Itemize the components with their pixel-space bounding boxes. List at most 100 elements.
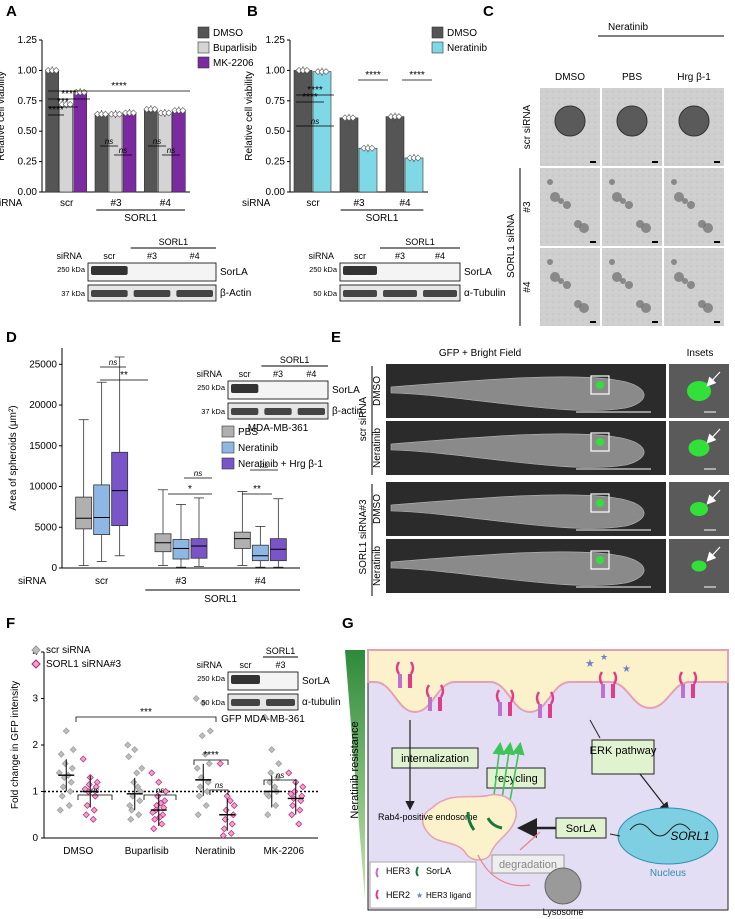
data-point — [267, 769, 275, 777]
blot-lane-label: #3 — [395, 251, 405, 261]
sig-label: ns — [260, 461, 268, 470]
data-point — [79, 755, 87, 763]
legend-swatch — [431, 41, 444, 54]
legend-label: Neratinib + Hrg β-1 — [238, 459, 323, 470]
bar — [45, 70, 59, 193]
sig-label: ns — [311, 117, 319, 126]
legend-her3: HER3 — [386, 866, 410, 876]
cell-cluster — [682, 198, 688, 204]
endosome — [422, 793, 517, 861]
inset-box — [590, 493, 610, 513]
panel-letter-e: E — [331, 329, 341, 346]
column-label: Hrg β-1 — [677, 72, 711, 83]
gfp-signal — [596, 381, 604, 389]
x-tick-label: Neratinib — [195, 846, 235, 857]
data-point — [66, 788, 74, 795]
data-point — [136, 797, 144, 805]
bar — [144, 109, 158, 193]
data-point — [192, 695, 200, 702]
inset-arrow — [706, 489, 721, 505]
blot-band — [231, 408, 259, 415]
panel-d-blot: siRNA scr #3 #4 SORL1 250 kDa 37 kDa SorLA β-act… — [196, 355, 362, 434]
sig-bracket — [75, 716, 217, 722]
legend-swatch — [221, 441, 235, 454]
y-tick-label: 1.25 — [18, 35, 38, 46]
cell-cluster — [558, 278, 564, 284]
legend-label: SORL1 siRNA#3 — [46, 659, 121, 670]
cell-cluster — [612, 192, 622, 202]
x-tick-label: MK-2206 — [263, 846, 304, 857]
data-point — [179, 107, 187, 114]
inset-arrow — [706, 371, 721, 387]
data-point — [125, 753, 133, 761]
box — [111, 451, 129, 527]
legend-her2: HER2 — [386, 890, 410, 900]
column-label: PBS — [622, 72, 642, 83]
row-label: Neratinib — [372, 428, 383, 468]
blot-kda-bottom: 37 kDa — [61, 289, 86, 298]
svg-text:★: ★ — [416, 891, 423, 900]
cell-cluster — [609, 179, 615, 185]
data-point — [69, 746, 77, 754]
data-point — [202, 801, 210, 809]
inset-box — [590, 375, 610, 395]
data-point — [59, 783, 67, 791]
panel-letter-f: F — [6, 615, 15, 632]
cell-cluster — [547, 259, 553, 265]
blot-lane-label: #4 — [306, 369, 316, 379]
blot-band — [383, 290, 417, 297]
gfp-signal — [596, 499, 604, 507]
y-axis-label: Relative cell viability — [244, 71, 255, 160]
blot-band — [264, 408, 292, 415]
sig-bracket — [77, 794, 113, 800]
box — [233, 531, 251, 549]
data-point — [82, 811, 90, 819]
fish-body — [390, 433, 645, 468]
data-point — [130, 109, 137, 117]
blot-kda-bottom: 50 kDa — [313, 289, 338, 298]
spheroid — [554, 105, 586, 137]
blot-band — [297, 408, 325, 415]
data-point — [230, 801, 238, 809]
cell-cluster — [636, 300, 644, 308]
data-point — [130, 778, 138, 786]
y-axis-label: Relative cell viability — [0, 71, 7, 160]
blot-band — [343, 290, 377, 297]
fish-body — [390, 551, 645, 586]
cell-cluster — [682, 278, 688, 284]
x-tick-label: Buparlisib — [125, 846, 169, 857]
group-label: scr siRNA — [358, 396, 369, 441]
blot-band — [133, 290, 171, 297]
spheroid — [678, 105, 710, 137]
degradation-label: degradation — [499, 859, 557, 871]
data-point — [155, 778, 163, 786]
x-tick-label: #3 — [353, 198, 365, 209]
data-point — [275, 760, 283, 768]
blot-protein-bottom: β-Actin — [220, 288, 251, 299]
cell-cluster — [609, 259, 615, 265]
sorl1-gene-label: SORL1 — [670, 829, 709, 843]
blot-kda-top: 250 kDa — [57, 265, 86, 274]
row-label: Neratinib — [372, 546, 383, 586]
blot-band — [266, 699, 295, 706]
data-point — [56, 806, 64, 814]
blot-band — [91, 290, 128, 297]
blot-band — [423, 290, 457, 297]
data-point — [288, 811, 296, 819]
scale-bar — [652, 241, 658, 243]
cell-cluster — [671, 259, 677, 265]
cell-cluster — [550, 272, 560, 282]
sig-label: ns — [91, 786, 99, 795]
data-point — [62, 727, 70, 735]
data-point — [303, 66, 311, 74]
data-point — [226, 797, 234, 805]
sig-bracket — [143, 794, 177, 800]
legend-label: scr siRNA — [46, 645, 91, 656]
panel-letter-a: A — [6, 3, 17, 20]
blot-protein-top: SorLA — [332, 385, 360, 396]
sig-label: **** — [203, 750, 219, 761]
sig-bracket — [209, 789, 229, 795]
legend-marker — [31, 645, 41, 655]
data-point — [52, 66, 60, 74]
